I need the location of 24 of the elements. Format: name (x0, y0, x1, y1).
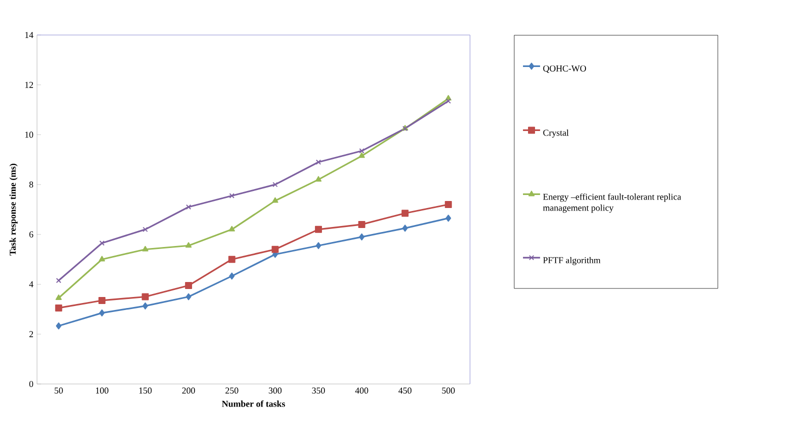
y-tick-label: 8 (29, 182, 34, 188)
legend-label: Energy –efficient fault-tolerant replica management policy (543, 193, 682, 213)
x-tick-label: 500 (442, 388, 455, 394)
legend-label: QOHC-WO (543, 65, 586, 73)
y-tick-label: 4 (29, 281, 34, 288)
y-tick-label: 0 (29, 380, 34, 388)
y-tick-label: 6 (29, 231, 34, 238)
x-axis-title: Number of tasks (222, 400, 286, 407)
x-tick-label: 300 (268, 388, 282, 394)
y-tick-label: 2 (29, 331, 33, 338)
legend-label: Crystal (543, 129, 569, 138)
x-tick-label: 100 (96, 388, 108, 394)
x-tick-label: 200 (182, 388, 195, 394)
y-tick-label: 10 (25, 132, 34, 138)
x-tick-label: 350 (312, 388, 325, 394)
y-tick-label: 12 (25, 82, 33, 88)
x-tick-label: 400 (355, 388, 368, 394)
x-tick-label: 150 (139, 388, 152, 394)
x-tick-label: 250 (226, 388, 238, 394)
x-tick-label: 450 (398, 388, 412, 394)
y-tick-label: 14 (25, 32, 34, 38)
y-axis-title: Task response time (ms) (9, 164, 18, 256)
legend-label: PFTF algorithm (543, 256, 600, 266)
x-tick-label: 50 (54, 388, 63, 394)
